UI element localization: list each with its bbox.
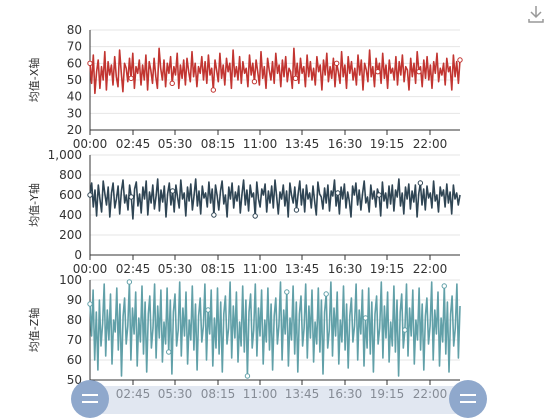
y-tick-label-z: 80 — [67, 313, 82, 327]
y-tick-label-y: 600 — [59, 188, 82, 202]
data-point-z — [205, 307, 211, 313]
data-point-x — [251, 78, 258, 85]
data-point-y — [293, 207, 300, 213]
y-tick-label-y: 200 — [59, 228, 82, 242]
y-tick-label-x: 70 — [67, 40, 82, 54]
data-point-y — [128, 194, 134, 200]
y-tick-label-z: 100 — [59, 273, 82, 287]
series-line-y — [89, 178, 461, 220]
x-tick-label-x: 22:00 — [413, 137, 448, 151]
chart-panel-y: 1,000 800 600 400 200 0 均值-Y轴 00:00 02:45 05:30 08… — [27, 148, 461, 276]
y-tick-label-x: 50 — [67, 73, 82, 87]
y-tick-label-y: 0 — [74, 248, 82, 262]
y-tick-label-x: 30 — [67, 106, 82, 120]
y-axis-label-x: 均值-X轴 — [27, 58, 41, 103]
data-point-x — [128, 75, 134, 82]
zoom-handle-right[interactable] — [449, 380, 487, 418]
data-point-x — [457, 57, 463, 63]
data-point-y — [417, 180, 424, 186]
y-tick-label-x: 60 — [67, 56, 82, 70]
series-line-z — [89, 281, 461, 377]
x-tick-label-y: 13:45 — [285, 262, 320, 276]
data-point-y — [211, 212, 217, 218]
data-point-x — [210, 87, 217, 93]
zoom-handle-left[interactable] — [71, 380, 109, 418]
x-tick-label-y: 22:00 — [413, 262, 448, 276]
x-tick-label-x: 02:45 — [116, 137, 151, 151]
data-point-z — [402, 327, 408, 333]
x-tick-label-y: 02:45 — [116, 262, 151, 276]
data-point-z — [126, 279, 133, 285]
x-tick-label-x: 08:15 — [201, 137, 236, 151]
x-tick-label-x: 00:00 — [73, 137, 108, 151]
chart-panel-x: 80 70 60 50 40 30 20 均值-X轴 00:00 02:45 05:30 08:15 1… — [27, 23, 463, 151]
data-point-z — [323, 291, 329, 297]
data-point-z — [244, 373, 251, 379]
data-point-z — [284, 289, 290, 295]
x-tick-label-x: 05:30 — [158, 137, 193, 151]
x-tick-label-x: 11:00 — [243, 137, 278, 151]
x-tick-label-y: 08:15 — [201, 262, 236, 276]
y-axis-label-y: 均值-Y轴 — [27, 183, 41, 227]
y-tick-label-z: 70 — [67, 333, 82, 347]
data-point-x — [292, 75, 299, 82]
y-tick-label-y: 800 — [59, 168, 82, 182]
data-point-y — [169, 188, 176, 194]
data-point-x — [87, 60, 93, 67]
y-tick-label-z: 60 — [67, 353, 82, 367]
data-point-z — [362, 315, 369, 321]
x-tick-label-y: 05:30 — [158, 262, 193, 276]
download-button[interactable] — [526, 4, 546, 24]
y-tick-label-z: 90 — [67, 293, 82, 307]
data-point-y — [376, 192, 382, 198]
data-point-y — [335, 190, 341, 196]
y-tick-label-x: 40 — [67, 90, 82, 104]
data-point-z — [166, 349, 172, 355]
download-icon — [528, 6, 544, 23]
x-tick-label-x: 16:30 — [328, 137, 363, 151]
y-tick-label-x: 80 — [67, 23, 82, 37]
data-point-x — [169, 80, 175, 87]
y-axis-label-z: 均值-Z轴 — [27, 308, 41, 353]
x-tick-label-y: 11:00 — [243, 262, 278, 276]
zoom-slider[interactable] — [71, 380, 487, 418]
zoom-track[interactable] — [93, 386, 457, 414]
data-point-x — [375, 68, 381, 75]
x-tick-label-x: 19:15 — [370, 137, 405, 151]
series-line-x — [89, 47, 461, 95]
x-tick-label-x: 13:45 — [285, 137, 320, 151]
y-tick-label-x: 20 — [67, 123, 82, 137]
y-tick-label-y: 400 — [59, 208, 82, 222]
data-point-x — [416, 68, 422, 75]
y-tick-label-y: 1,000 — [48, 148, 82, 162]
data-point-y — [87, 192, 93, 198]
data-point-x — [333, 60, 340, 67]
data-point-z — [441, 283, 447, 289]
x-tick-label-y: 19:15 — [370, 262, 405, 276]
x-tick-label-y: 00:00 — [73, 262, 108, 276]
x-tick-label-y: 16:30 — [328, 262, 363, 276]
data-point-z — [87, 301, 93, 307]
data-point-y — [252, 213, 258, 219]
